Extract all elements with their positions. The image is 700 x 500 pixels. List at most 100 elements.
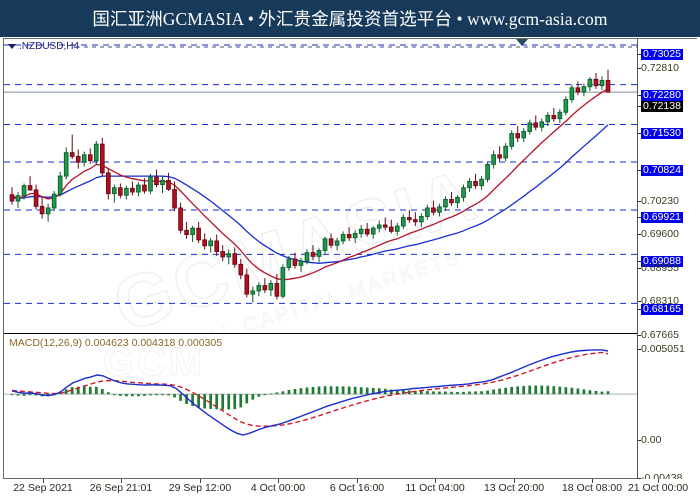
axis-price-label: 0.70230 xyxy=(641,195,679,207)
date-axis: 22 Sep 2021 26 Sep 21:01 29 Sep 12:00 4 Oct… xyxy=(3,479,697,499)
macd-histogram-bar xyxy=(197,394,200,408)
macd-histogram-bar xyxy=(227,394,231,410)
candlestick xyxy=(557,109,563,123)
macd-histogram-bar xyxy=(100,389,104,395)
macd-histogram-bar xyxy=(167,394,170,396)
macd-histogram-bar xyxy=(528,385,532,395)
macd-histogram-bar xyxy=(125,394,128,397)
macd-histogram-bar xyxy=(221,394,225,410)
moving-average-slow-line xyxy=(11,124,609,264)
svg-text:GLOBAL CAPITAL MARKETS: GLOBAL CAPITAL MARKETS xyxy=(140,246,465,334)
macd-histogram-bar xyxy=(606,391,610,395)
candlestick xyxy=(99,137,105,177)
symbol-label[interactable]: .NZDUSD,H4 xyxy=(8,41,79,52)
macd-histogram-bar xyxy=(456,391,459,395)
macd-pane[interactable]: GCM MACD(12,26,9) 0.004623 0.004318 0.00… xyxy=(4,335,637,479)
macd-histogram-bar xyxy=(257,394,261,397)
axis-price-label: 0.00 xyxy=(641,434,662,446)
macd-histogram-bar xyxy=(600,391,604,395)
candlestick xyxy=(214,234,220,256)
macd-histogram-bar xyxy=(546,385,550,395)
macd-histogram-bar xyxy=(143,394,146,396)
macd-histogram-bar xyxy=(155,394,158,396)
macd-histogram-bar xyxy=(106,392,110,395)
macd-indicator-label: MACD(12,26,9) 0.004623 0.004318 0.000305 xyxy=(9,337,223,349)
candlestick xyxy=(196,221,201,244)
date-axis-label: 29 Sep 12:00 xyxy=(168,482,232,494)
macd-histogram-bar xyxy=(371,387,375,395)
candlestick xyxy=(346,227,352,241)
macd-histogram-bar xyxy=(588,390,592,395)
macd-histogram-bar xyxy=(245,394,249,404)
macd-histogram-bar xyxy=(492,389,495,395)
macd-histogram-bar xyxy=(281,391,285,395)
macd-histogram-bar xyxy=(582,389,586,395)
axis-separator xyxy=(637,39,638,479)
macd-histogram-bar xyxy=(353,386,357,395)
candlestick xyxy=(449,192,454,206)
candlestick xyxy=(467,178,472,193)
chart-top-marker-icon xyxy=(516,39,528,46)
axis-tick xyxy=(638,133,641,134)
candlestick xyxy=(581,83,587,97)
candlestick xyxy=(334,237,340,251)
candlestick xyxy=(256,282,262,297)
axis-tick xyxy=(638,95,641,96)
candlestick xyxy=(238,259,244,280)
candlestick xyxy=(63,147,69,180)
macd-histogram-bar xyxy=(522,385,526,395)
candlestick xyxy=(9,187,15,205)
candlestick xyxy=(244,268,250,298)
macd-histogram-bar xyxy=(552,386,556,395)
axis-tick xyxy=(638,54,641,55)
macd-histogram-bar xyxy=(209,394,213,409)
macd-histogram-bar xyxy=(438,391,441,395)
macd-histogram-bar xyxy=(395,390,399,395)
candlestick xyxy=(587,77,593,91)
candlestick xyxy=(364,222,370,237)
macd-histogram-bar xyxy=(191,394,194,407)
axis-price-label: 0.69600 xyxy=(641,228,679,240)
candlestick xyxy=(112,184,117,203)
candlestick xyxy=(33,184,39,210)
macd-histogram-bar xyxy=(335,386,339,395)
candlestick xyxy=(328,233,334,249)
axis-price-label: 0.68955 xyxy=(641,262,679,274)
price-pane[interactable]: GCMASIA GLOBAL CAPITAL MARKETS .NZDUSD,H4 xyxy=(4,39,637,334)
candlestick xyxy=(479,176,484,190)
candlestick xyxy=(569,84,575,103)
date-tick xyxy=(278,479,279,483)
macd-histogram-bar xyxy=(131,394,134,397)
macd-histogram-bar xyxy=(420,391,423,395)
macd-histogram-bar xyxy=(149,394,152,396)
candlestick xyxy=(593,72,599,89)
candlestick xyxy=(431,200,436,216)
level-price-label: 0.69921 xyxy=(641,211,683,223)
macd-indicator-plot[interactable]: GCM xyxy=(4,335,637,479)
macd-histogram-bar xyxy=(450,391,453,395)
axis-tick xyxy=(638,478,641,479)
date-tick xyxy=(357,479,358,483)
macd-histogram-bar xyxy=(88,386,92,395)
svg-text:GCMASIA: GCMASIA xyxy=(104,152,489,334)
candlestick xyxy=(130,181,135,196)
candlestick xyxy=(352,230,358,244)
macd-histogram-bar xyxy=(16,394,20,396)
axis-tick xyxy=(638,309,641,310)
candlestick xyxy=(27,176,33,191)
macd-histogram-bar xyxy=(510,386,514,395)
candlestick xyxy=(268,280,274,297)
macd-histogram-bar xyxy=(22,394,26,396)
macd-histogram-bar xyxy=(444,391,447,395)
macd-histogram-bar xyxy=(269,393,273,395)
macd-histogram-bar xyxy=(359,387,363,395)
date-axis-label: 6 Oct 16:00 xyxy=(329,482,385,494)
axis-tick xyxy=(638,106,641,107)
candlestick xyxy=(376,220,382,233)
date-tick xyxy=(658,479,659,483)
candlestick xyxy=(81,151,87,167)
macd-histogram-bar xyxy=(299,388,303,395)
date-tick xyxy=(592,479,593,483)
chevron-down-icon[interactable] xyxy=(8,44,16,49)
